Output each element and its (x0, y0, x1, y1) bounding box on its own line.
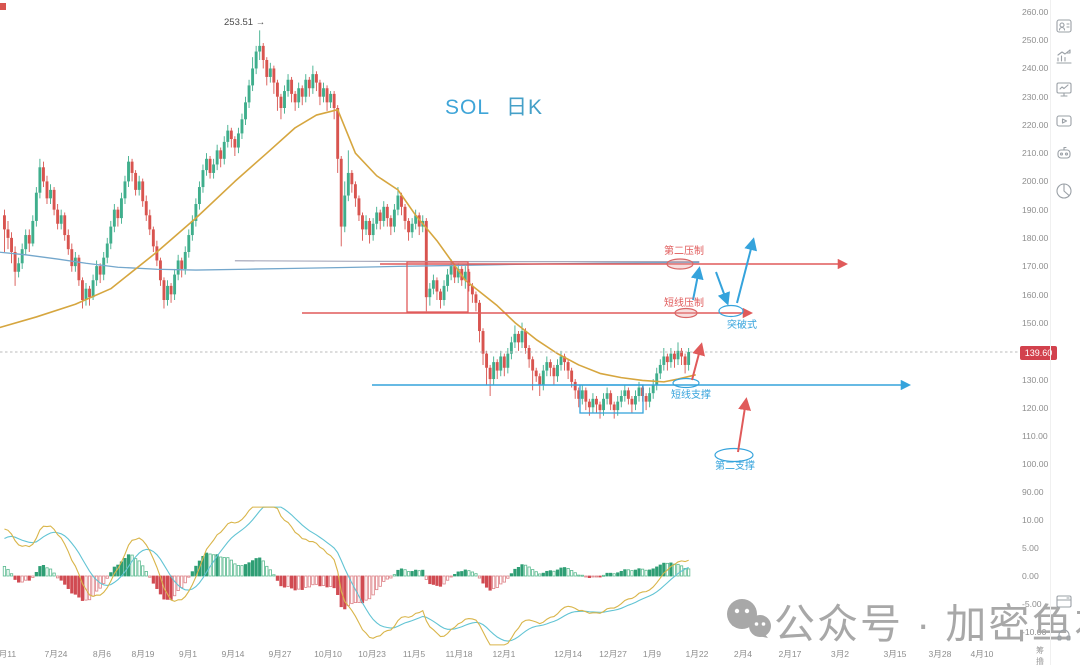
svg-text:12月27: 12月27 (599, 649, 627, 659)
user-card-icon[interactable] (1055, 17, 1073, 35)
dif-line (4, 506, 689, 646)
svg-text:2月17: 2月17 (779, 649, 802, 659)
svg-text:160.00: 160.00 (1022, 290, 1049, 300)
chart-title: SOL 日K (445, 91, 543, 121)
svg-text:9月27: 9月27 (269, 649, 292, 659)
video-icon[interactable] (1055, 112, 1073, 130)
annotation-arrow (715, 271, 730, 306)
svg-text:210.00: 210.00 (1022, 148, 1049, 158)
axis-labels: 260.00 250.00 240.00 230.00 220.00 210.00 200.… (0, 7, 1049, 659)
svg-text:240.00: 240.00 (1022, 63, 1049, 73)
svg-text:110.00: 110.00 (1022, 431, 1048, 441)
svg-text:4月10: 4月10 (971, 649, 994, 659)
watermark: 公众号 · 加密鱼右右 (722, 590, 1080, 650)
svg-text:11月5: 11月5 (403, 649, 426, 659)
svg-text:-10.00: -10.00 (1022, 627, 1047, 637)
svg-text:3月28: 3月28 (929, 649, 952, 659)
annotation-arrow (737, 397, 752, 453)
edge-marker (0, 3, 6, 10)
wechat-icon (727, 599, 771, 638)
annotation-arrow (736, 237, 758, 304)
svg-text:9月14: 9月14 (222, 649, 245, 659)
svg-text:90.00: 90.00 (1022, 487, 1044, 497)
peak-price-label: 253.51 → (224, 17, 266, 28)
svg-text:5.00: 5.00 (1022, 543, 1039, 553)
svg-text:11月18: 11月18 (445, 649, 472, 659)
annotation-label: 第二压制 (664, 244, 704, 257)
svg-text:3月2: 3月2 (831, 649, 849, 659)
svg-text:2月4: 2月4 (734, 649, 752, 659)
current-price-badge: 139.60 (1020, 346, 1057, 360)
highlight-ellipse (672, 377, 700, 389)
highlight-ellipse (718, 304, 744, 318)
pie-chart-icon[interactable] (1055, 182, 1073, 200)
period-label: 日K (506, 96, 544, 119)
svg-text:1月9: 1月9 (643, 649, 661, 659)
svg-text:12月14: 12月14 (554, 649, 582, 659)
svg-text:100.00: 100.00 (1022, 459, 1049, 469)
trend-chart-icon[interactable] (1055, 48, 1073, 66)
svg-text:1月22: 1月22 (686, 649, 709, 659)
svg-text:220.00: 220.00 (1022, 120, 1049, 130)
svg-text:10.00: 10.00 (1022, 515, 1044, 525)
svg-text:200.00: 200.00 (1022, 176, 1049, 186)
annotation-arrow (691, 342, 705, 381)
watermark-text: 公众号 · 加密鱼右右 (774, 601, 1080, 647)
svg-text:130.00: 130.00 (1022, 375, 1049, 385)
highlight-box (406, 261, 469, 313)
svg-text:9月1: 9月1 (179, 649, 197, 659)
svg-text:180.00: 180.00 (1022, 233, 1049, 243)
candles (3, 30, 691, 419)
robot-icon[interactable] (1055, 144, 1073, 162)
dea-line (4, 506, 689, 642)
highlight-box (579, 384, 644, 414)
svg-text:-5.00: -5.00 (1022, 599, 1042, 609)
annotation-arrow (690, 266, 704, 301)
annotation-label: 突破式 (727, 318, 757, 331)
symbol-label: SOL (445, 96, 491, 119)
macd-panel (2, 552, 691, 610)
svg-text:8月6: 8月6 (93, 649, 111, 659)
annotation-label: 第二支撑 (715, 459, 755, 472)
highlight-ellipse (714, 447, 754, 463)
right-toolbar (1050, 0, 1080, 665)
panel-icon[interactable] (1055, 593, 1073, 611)
svg-text:230.00: 230.00 (1022, 92, 1049, 102)
annotation-label: 短线支撑 (671, 388, 711, 401)
toolbar-bottom-labels: 筹 撸 (1036, 646, 1053, 665)
svg-text:170.00: 170.00 (1022, 261, 1049, 271)
svg-text:120.00: 120.00 (1022, 403, 1049, 413)
right-arrow-icon: → (255, 17, 266, 28)
highlight-ellipse (674, 307, 698, 319)
svg-text:12月1: 12月1 (493, 649, 516, 659)
svg-text:7月11: 7月11 (0, 649, 16, 659)
headset-icon[interactable] (1055, 626, 1073, 644)
highlight-ellipse (666, 258, 694, 270)
svg-text:7月24: 7月24 (45, 649, 68, 659)
svg-text:10月10: 10月10 (314, 649, 342, 659)
svg-text:190.00: 190.00 (1022, 205, 1049, 215)
svg-text:3月15: 3月15 (884, 649, 907, 659)
ma-fast-line (0, 108, 696, 383)
annotation-label: 短线压制 (664, 296, 704, 309)
svg-text:150.00: 150.00 (1022, 318, 1049, 328)
svg-text:0.00: 0.00 (1022, 571, 1039, 581)
monitor-icon[interactable] (1055, 80, 1073, 98)
svg-text:250.00: 250.00 (1022, 35, 1049, 45)
svg-text:8月19: 8月19 (132, 649, 155, 659)
svg-text:10月23: 10月23 (358, 649, 386, 659)
svg-text:260.00: 260.00 (1022, 7, 1049, 17)
